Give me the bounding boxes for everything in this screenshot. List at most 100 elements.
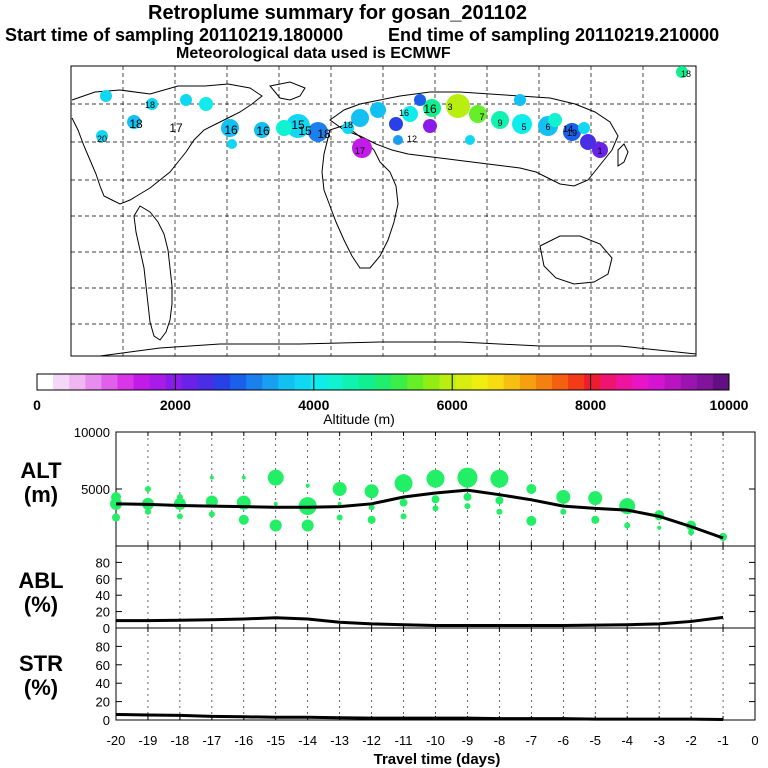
colorbar-swatch (69, 374, 86, 390)
map-bubble (491, 111, 509, 129)
colorbar-swatch (230, 374, 247, 390)
map-bubble (127, 115, 141, 129)
colorbar-swatch (310, 374, 328, 390)
colorbar-swatch (616, 374, 633, 390)
colorbar: 0 2000 4000 6000 8000 10000 Altitude (m) (33, 373, 749, 427)
colorbar-swatch (374, 374, 392, 390)
colorbar-swatch (455, 374, 473, 390)
map-label: 5 (521, 122, 526, 132)
alt-point (657, 525, 662, 530)
map-label: 18 (145, 100, 155, 110)
colorbar-swatch (358, 374, 376, 390)
colorbar-swatch (149, 374, 167, 390)
x-tick-label: -3 (653, 733, 665, 748)
alt-point (112, 513, 120, 522)
x-tick-label: -8 (494, 733, 506, 748)
alt-point (495, 496, 504, 505)
x-tick-label: -13 (330, 733, 349, 748)
y-tick-label: 20 (96, 605, 110, 620)
map-label: 16 (224, 123, 238, 137)
x-tick-label: -4 (621, 733, 633, 748)
map-bubble (465, 135, 475, 145)
colorbar-swatch (535, 374, 553, 390)
colorbar-swatch (278, 374, 295, 390)
met-data-label: Meteorological data used is ECMWF (176, 45, 451, 62)
map-bubble (512, 114, 532, 134)
map-bubble (352, 138, 372, 158)
alt-point (241, 475, 246, 480)
map-label: 15 (298, 124, 312, 138)
alt-point (267, 469, 284, 486)
panel-y-label: (%) (24, 675, 58, 700)
colorbar-swatch (294, 374, 312, 390)
alt-point (269, 519, 282, 532)
colorbar-swatch (632, 374, 650, 390)
map-label: 18 (129, 117, 143, 131)
map-bubble (423, 99, 441, 117)
page-title: Retroplume summary for gosan_201102 (148, 2, 528, 24)
colorbar-tick-label: 0 (33, 397, 41, 413)
colorbar-swatch (471, 374, 489, 390)
map-bubble (548, 113, 562, 127)
alt-point (144, 508, 151, 515)
panel-y-label: (m) (24, 482, 58, 507)
map-bubble (351, 109, 369, 127)
alt-point (588, 491, 603, 506)
alt-point (364, 484, 379, 499)
alt-point (176, 513, 183, 520)
alt-point (367, 515, 376, 524)
map-bubble (254, 122, 270, 138)
x-tick-label: -17 (202, 733, 221, 748)
x-tick-label: -9 (462, 733, 474, 748)
colorbar-label: Altitude (m) (323, 411, 395, 427)
x-tick-label: -6 (558, 733, 570, 748)
colorbar-swatch (85, 374, 102, 390)
alt-point (624, 522, 631, 529)
colorbar-swatch (214, 374, 231, 390)
colorbar-swatch (246, 374, 263, 390)
panel-y-label: (%) (24, 592, 58, 617)
map-bubble (389, 117, 403, 131)
alt-mean-line (115, 488, 724, 540)
str-line (115, 712, 724, 722)
alt-point (496, 508, 503, 515)
map-bubble (446, 94, 470, 118)
map-label: 17 (169, 121, 183, 135)
map-label: 9 (497, 118, 502, 128)
colorbar-swatch (568, 374, 585, 390)
colorbar-swatch (503, 374, 521, 390)
x-tick-label: -10 (426, 733, 445, 748)
abl-line (116, 615, 724, 628)
alt-point (209, 475, 214, 480)
y-tick-label: 0 (103, 713, 110, 728)
alt-point (208, 511, 215, 518)
alt-point (173, 497, 186, 510)
colorbar-swatch (197, 374, 215, 390)
map-bubble (342, 122, 354, 134)
map-bubble (580, 134, 596, 150)
alt-point (337, 501, 342, 506)
map-label: 17 (355, 146, 365, 156)
map-label: 18 (681, 69, 691, 79)
colorbar-swatch (487, 374, 505, 390)
y-tick-label: 60 (96, 572, 110, 587)
alt-point (556, 489, 571, 504)
alt-point (305, 483, 310, 488)
x-tick-label: -2 (685, 733, 697, 748)
alt-point (432, 505, 439, 512)
colorbar-swatch (712, 374, 730, 390)
time-panels: 500010000ALT(m)020406080ABL(%)020406080S… (18, 425, 756, 728)
panel-str: 0 20 40 60 80 STR(%) (19, 627, 756, 728)
map-bubble (514, 94, 526, 106)
colorbar-swatch (600, 374, 617, 390)
colorbar-swatch (181, 374, 199, 390)
alt-point (273, 501, 278, 506)
y-tick-label: 40 (96, 588, 110, 603)
alt-point (688, 529, 695, 536)
colorbar-swatch (326, 374, 344, 390)
map-label: 6 (545, 122, 550, 132)
map-bubble (676, 66, 688, 78)
alt-point (526, 515, 537, 526)
colorbar-tick-label: 6000 (437, 397, 468, 413)
